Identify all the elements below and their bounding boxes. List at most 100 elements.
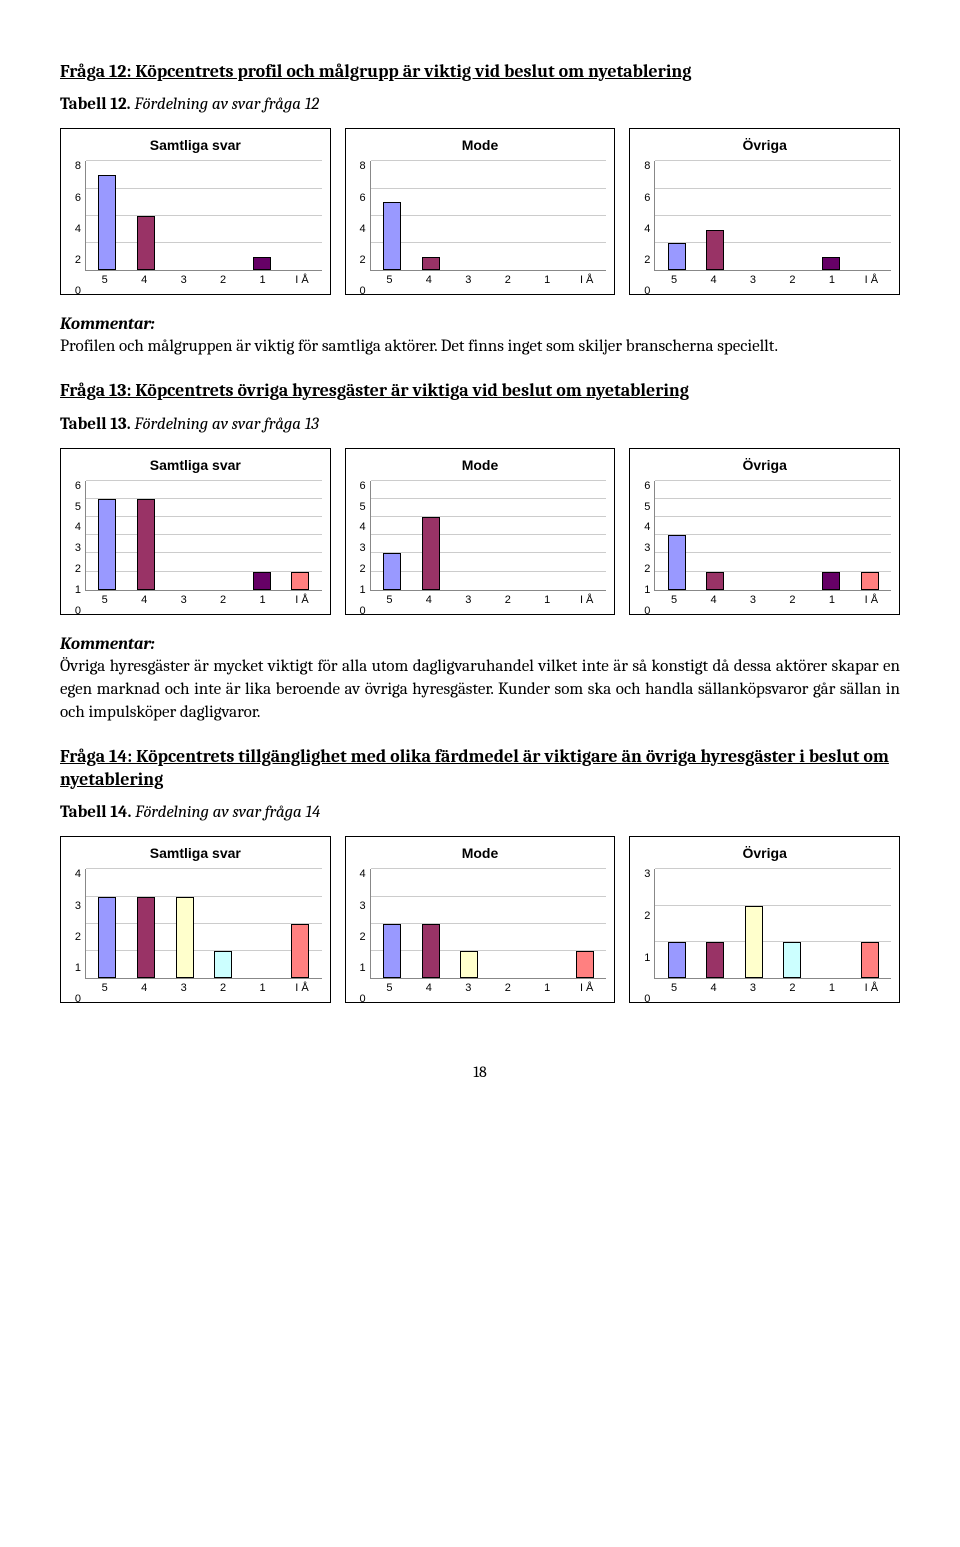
x-axis: 54321I Å bbox=[370, 271, 607, 286]
q12-tabell-label: Tabell 12. bbox=[60, 95, 131, 114]
x-tick-label: 1 bbox=[812, 982, 851, 994]
plot-wrap: 54321I Å bbox=[85, 161, 322, 286]
x-tick-label: 5 bbox=[654, 594, 693, 606]
x-tick-label: I Å bbox=[852, 594, 891, 606]
chart-panel: Mode 012345654321I Å bbox=[345, 448, 616, 615]
y-axis: 0123 bbox=[638, 869, 654, 994]
chart-panel: Mode 0123454321I Å bbox=[345, 836, 616, 1003]
x-tick-label: 4 bbox=[409, 594, 448, 606]
grid-line bbox=[655, 905, 891, 906]
grid-line bbox=[655, 215, 891, 216]
plot-wrap: 54321I Å bbox=[654, 869, 891, 994]
grid-line bbox=[371, 242, 607, 243]
x-tick-label: 3 bbox=[449, 982, 488, 994]
bar bbox=[422, 924, 440, 979]
chart-title: Samtliga svar bbox=[150, 457, 241, 473]
x-tick-label: 5 bbox=[654, 982, 693, 994]
chart-body: 012345654321I Å bbox=[638, 481, 891, 606]
bar bbox=[253, 572, 271, 590]
chart-title: Mode bbox=[462, 845, 499, 861]
bar bbox=[98, 897, 116, 979]
bar bbox=[706, 942, 724, 978]
grid-line bbox=[655, 498, 891, 499]
y-axis: 01234 bbox=[69, 869, 85, 994]
grid-line bbox=[371, 868, 607, 869]
grid-line bbox=[371, 215, 607, 216]
x-tick-label: 5 bbox=[85, 274, 124, 286]
q14-tabell-label: Tabell 14. bbox=[60, 803, 131, 822]
chart-title: Samtliga svar bbox=[150, 845, 241, 861]
q13-tabell-line: Tabell 13. Fördelning av svar fråga 13 bbox=[60, 415, 900, 434]
x-tick-label: 3 bbox=[733, 982, 772, 994]
chart-panel: Övriga 012345654321I Å bbox=[629, 448, 900, 615]
bar bbox=[383, 202, 401, 270]
x-tick-label: 2 bbox=[773, 982, 812, 994]
q14-tabell-caption: Fördelning av svar fråga 14 bbox=[131, 803, 320, 822]
chart-panel: Samtliga svar 0246854321I Å bbox=[60, 128, 331, 295]
chart-body: 0246854321I Å bbox=[69, 161, 322, 286]
plot-area bbox=[654, 481, 891, 591]
bar bbox=[668, 942, 686, 978]
chart-title: Övriga bbox=[743, 845, 787, 861]
grid-line bbox=[655, 868, 891, 869]
q12-tabell-line: Tabell 12. Fördelning av svar fråga 12 bbox=[60, 95, 900, 114]
plot-wrap: 54321I Å bbox=[654, 161, 891, 286]
bar bbox=[422, 257, 440, 271]
plot-area bbox=[370, 161, 607, 271]
grid-line bbox=[371, 480, 607, 481]
bar bbox=[706, 572, 724, 590]
plot-area bbox=[654, 869, 891, 979]
bar bbox=[98, 499, 116, 590]
grid-line bbox=[86, 498, 322, 499]
x-tick-label: 5 bbox=[370, 274, 409, 286]
chart-body: 0246854321I Å bbox=[354, 161, 607, 286]
chart-title: Samtliga svar bbox=[150, 137, 241, 153]
q12-heading: Fråga 12: Köpcentrets profil och målgrup… bbox=[60, 60, 900, 83]
bar bbox=[253, 257, 271, 271]
chart-panel: Övriga 012354321I Å bbox=[629, 836, 900, 1003]
x-tick-label: 4 bbox=[694, 982, 733, 994]
chart-body: 012354321I Å bbox=[638, 869, 891, 994]
grid-line bbox=[371, 950, 607, 951]
x-tick-label: 5 bbox=[85, 982, 124, 994]
x-tick-label: 1 bbox=[527, 274, 566, 286]
grid-line bbox=[86, 160, 322, 161]
plot-area bbox=[85, 481, 322, 591]
x-tick-label: 2 bbox=[773, 594, 812, 606]
q13-tabell-caption: Fördelning av svar fråga 13 bbox=[131, 415, 319, 434]
x-tick-label: 2 bbox=[488, 594, 527, 606]
plot-wrap: 54321I Å bbox=[370, 161, 607, 286]
chart-body: 012345654321I Å bbox=[69, 481, 322, 606]
plot-wrap: 54321I Å bbox=[370, 869, 607, 994]
x-tick-label: 5 bbox=[85, 594, 124, 606]
y-axis: 01234 bbox=[354, 869, 370, 994]
grid-line bbox=[371, 552, 607, 553]
plot-wrap: 54321I Å bbox=[370, 481, 607, 606]
y-axis: 0123456 bbox=[354, 481, 370, 606]
plot-wrap: 54321I Å bbox=[654, 481, 891, 606]
q12-tabell-caption: Fördelning av svar fråga 12 bbox=[131, 95, 319, 114]
grid-line bbox=[371, 160, 607, 161]
y-axis: 0123456 bbox=[638, 481, 654, 606]
q14-tabell-line: Tabell 14. Fördelning av svar fråga 14 bbox=[60, 803, 900, 822]
grid-line bbox=[86, 868, 322, 869]
grid-line bbox=[655, 242, 891, 243]
grid-line bbox=[86, 923, 322, 924]
chart-panel: Mode0246854321I Å bbox=[345, 128, 616, 295]
bar bbox=[861, 942, 879, 978]
x-axis: 54321I Å bbox=[654, 979, 891, 994]
x-tick-label: 1 bbox=[243, 982, 282, 994]
bar bbox=[291, 572, 309, 590]
bar bbox=[745, 906, 763, 979]
grid-line bbox=[371, 896, 607, 897]
grid-line bbox=[371, 188, 607, 189]
x-tick-label: 1 bbox=[812, 274, 851, 286]
x-tick-label: 3 bbox=[449, 594, 488, 606]
bar bbox=[98, 175, 116, 270]
x-tick-label: 1 bbox=[812, 594, 851, 606]
plot-area bbox=[654, 161, 891, 271]
bar bbox=[861, 572, 879, 590]
x-tick-label: 4 bbox=[694, 274, 733, 286]
chart-title: Mode bbox=[462, 457, 499, 473]
chart-title: Övriga bbox=[743, 457, 787, 473]
